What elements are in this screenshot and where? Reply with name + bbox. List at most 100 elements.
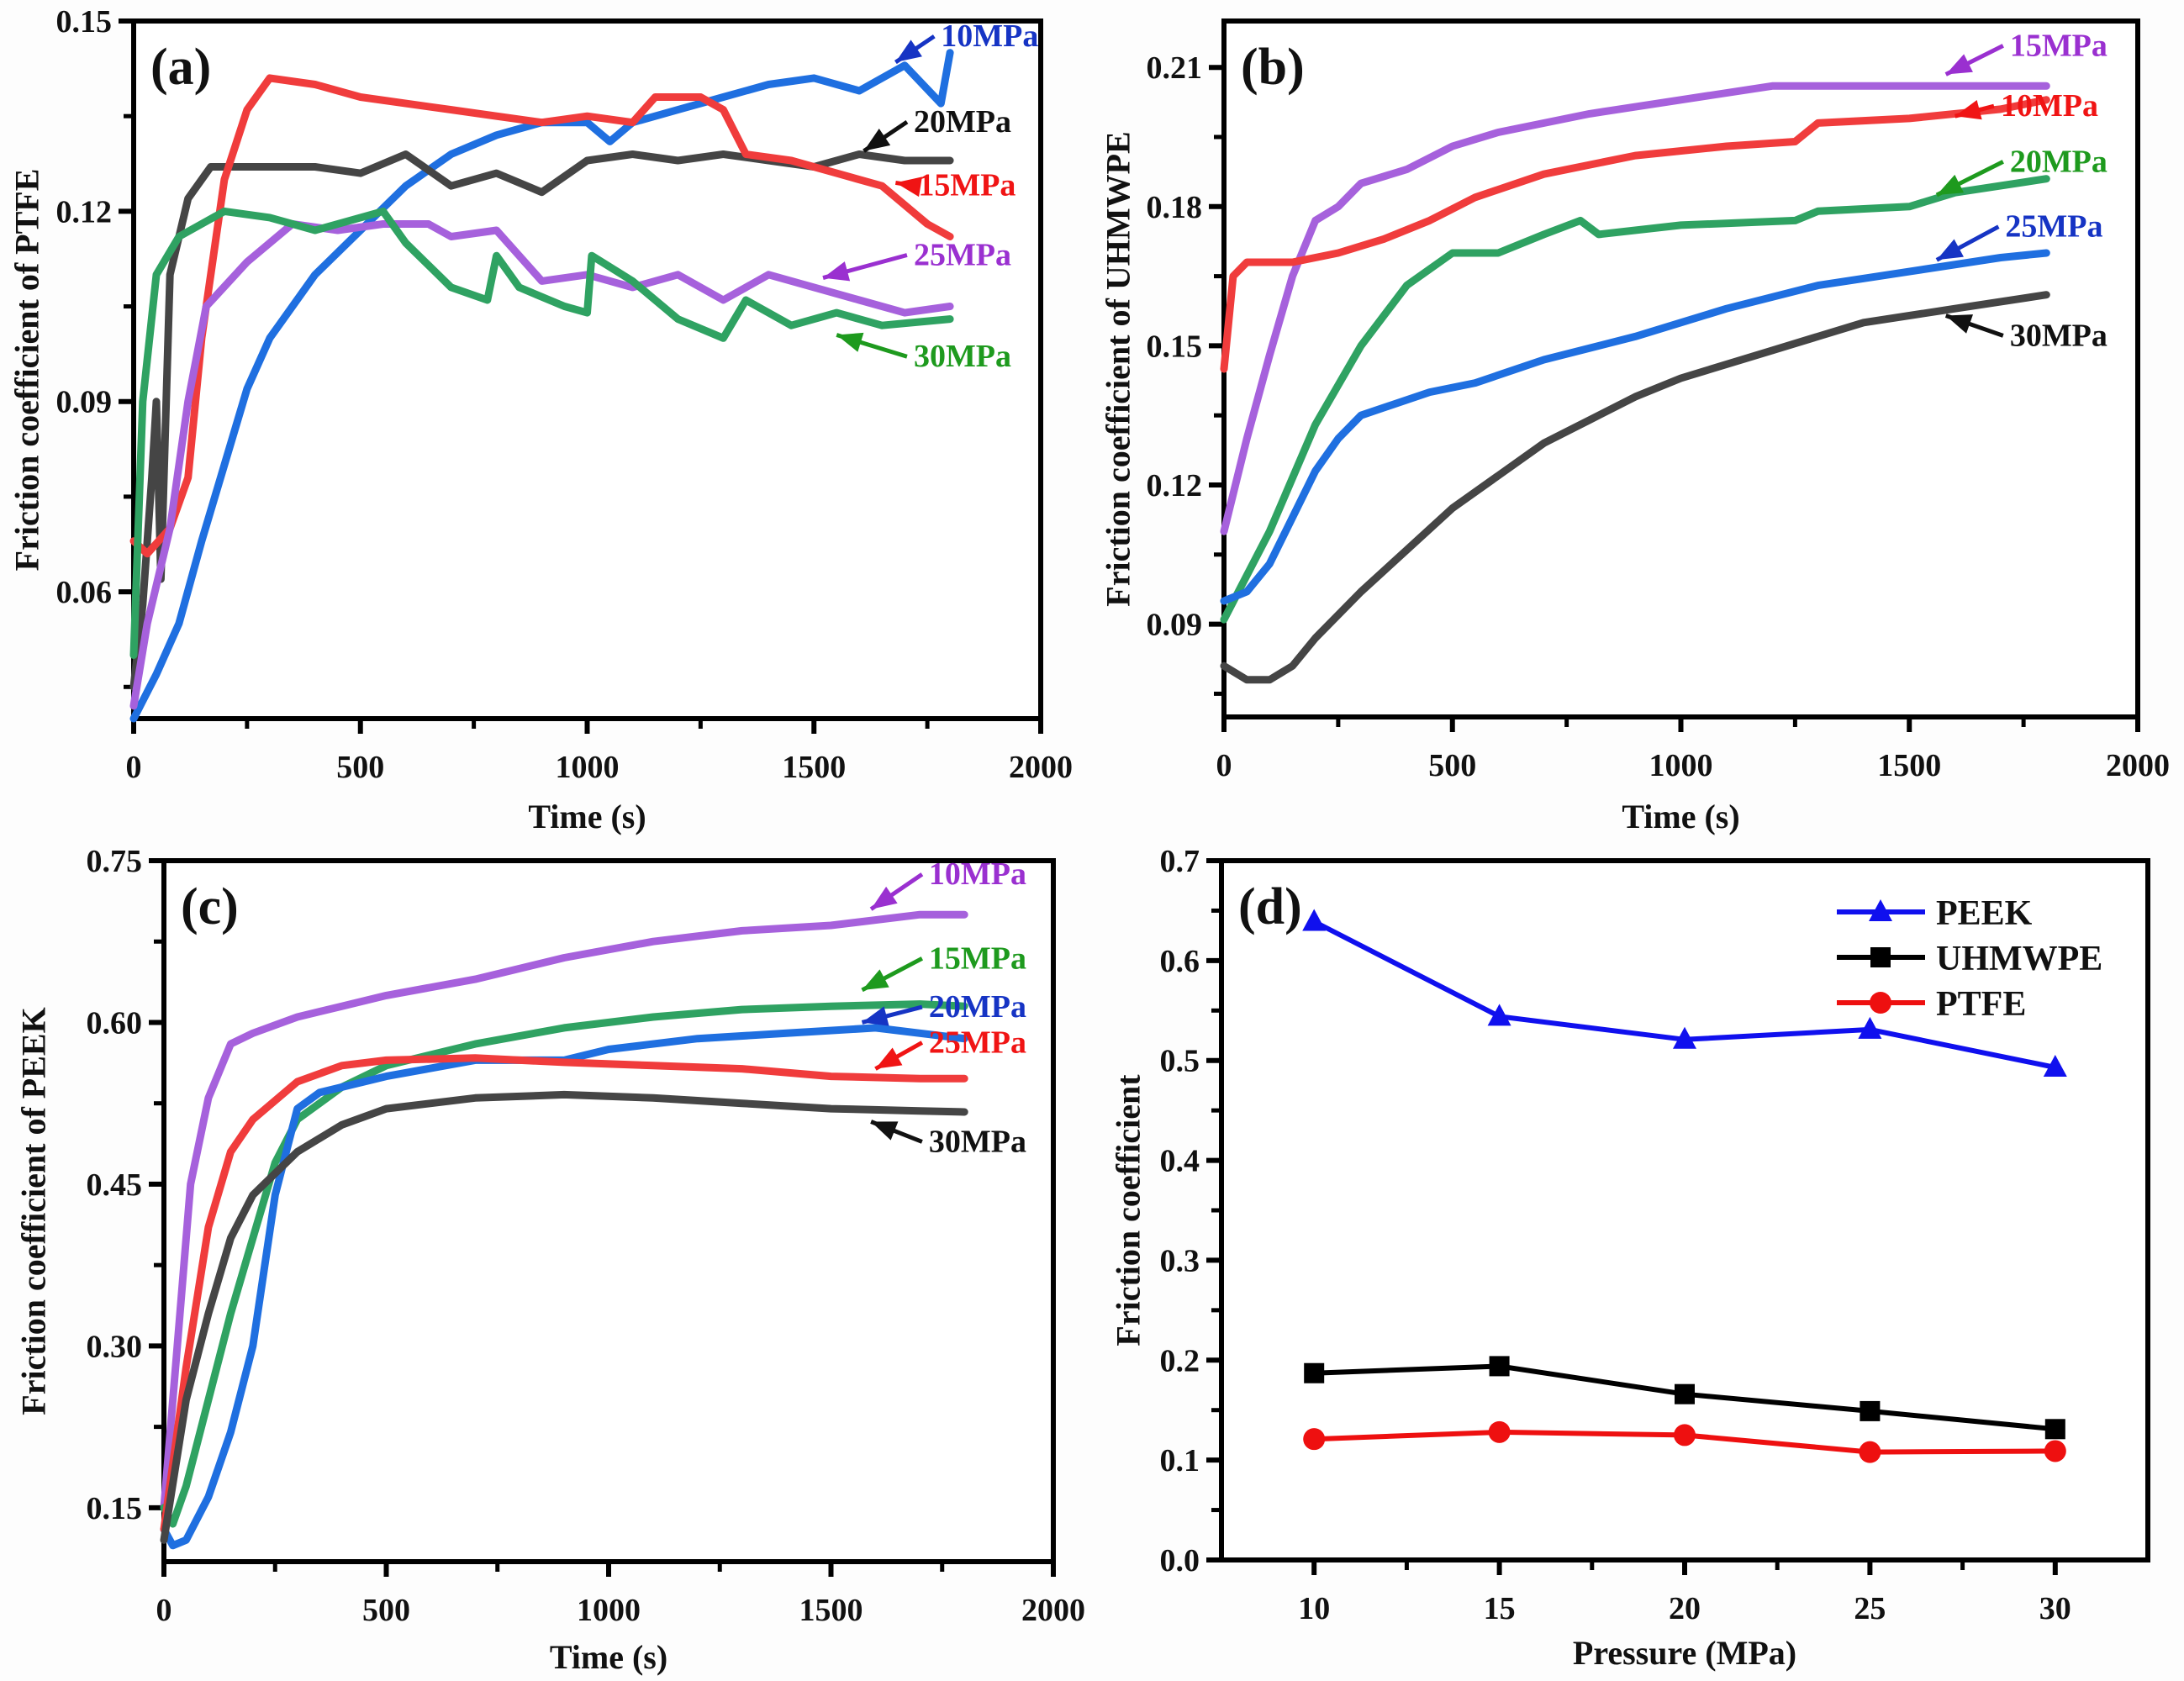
series-line-30mpa <box>129 207 954 659</box>
series-line-10mpa <box>160 910 968 1512</box>
annotation-arrowhead <box>1945 54 1973 75</box>
panel-d-pressure-summary: 10 15 20 25 30 0.0 0.1 0.2 0.3 0.4 0.5 0.6 0.7 Pressu… <box>1110 844 2150 1672</box>
data-point-peek <box>1302 909 1327 931</box>
y-tick-label: 0.09 <box>1147 608 1203 643</box>
annotation-arrowhead <box>1936 174 1965 195</box>
series-line-30mpa <box>1220 291 2050 684</box>
legend-marker <box>1870 947 1891 967</box>
x-axis-title: Time (s) <box>1622 798 1739 835</box>
plot-frame <box>161 858 1056 1564</box>
y-tick-label: 0.4 <box>1160 1144 1200 1179</box>
x-tick-label: 2000 <box>2106 748 2170 783</box>
y-axis-title: Friction coefficient of PTFE <box>8 169 46 572</box>
annotation-label: 15MPa <box>918 168 1016 203</box>
annotation-arrowhead <box>1945 314 1974 334</box>
plot-frame <box>131 18 1043 721</box>
series-line-10mpa <box>129 49 954 723</box>
annotation-arrowhead <box>863 128 891 151</box>
x-tick-label: 1500 <box>799 1593 863 1628</box>
x-axis-title: Time (s) <box>550 1638 667 1676</box>
panel-a-ptfe-time: 0 500 1000 1500 2000 0.06 0.09 0.12 0.15 Time (s)… <box>8 4 1074 835</box>
series-line-10mpa <box>1220 96 2050 373</box>
y-tick-label: 0.09 <box>56 385 113 420</box>
y-axis-title: Friction coefficient of UHMWPE <box>1100 131 1137 606</box>
data-point-ptfe <box>1488 1420 1511 1443</box>
series-line-30mpa <box>160 1090 968 1544</box>
x-tick-label: 25 <box>1854 1591 1886 1626</box>
x-tick-label: 0 <box>126 750 142 785</box>
x-tick-label: 2000 <box>1009 750 1073 785</box>
data-point-uhmwpe <box>1675 1383 1695 1404</box>
series-line-20mpa <box>1220 175 2050 624</box>
data-point-peek <box>2043 1055 2067 1078</box>
series-line-25mpa <box>1220 249 2050 605</box>
legend-label: PEEK <box>1936 894 2033 933</box>
y-axis-title: Friction coefficient <box>1110 1074 1147 1346</box>
legend-marker <box>1870 992 1891 1014</box>
annotation-label: 25MPa <box>929 1025 1026 1060</box>
annotation-label: 30MPa <box>914 339 1011 374</box>
series-line-25mpa <box>160 1054 968 1533</box>
data-point-ptfe <box>2044 1440 2066 1462</box>
annotation-label: 10MPa <box>929 856 1026 892</box>
x-tick-label: 1000 <box>1649 748 1713 783</box>
y-tick-label: 0.06 <box>56 575 113 610</box>
annotation-label: 20MPa <box>929 989 1026 1025</box>
y-tick-label: 0.6 <box>1160 944 1200 979</box>
annotation-label: 30MPa <box>929 1124 1026 1159</box>
data-point-ptfe <box>1303 1428 1326 1451</box>
x-tick-label: 1000 <box>577 1593 641 1628</box>
x-tick-label: 20 <box>1669 1591 1701 1626</box>
panel-b-uhmwpe-time: 0 500 1000 1500 2000 0.09 0.12 0.15 0.18 0.21 Time… <box>1100 18 2170 835</box>
panel-c-peek-time: 0 500 1000 1500 2000 0.15 0.30 0.45 0.60 0.75 Time… <box>15 844 1086 1676</box>
y-tick-label: 0.3 <box>1160 1243 1200 1278</box>
x-tick-label: 500 <box>336 750 384 785</box>
y-tick-label: 0.21 <box>1147 50 1203 86</box>
x-tick-label: 15 <box>1484 1591 1516 1626</box>
annotation-arrowhead <box>871 886 898 909</box>
data-point-ptfe <box>1859 1441 1881 1463</box>
x-tick-label: 500 <box>1428 748 1476 783</box>
data-point-peek <box>1858 1016 1882 1039</box>
x-axis-title: Time (s) <box>528 798 646 835</box>
x-tick-label: 1500 <box>782 750 846 785</box>
series-line-15mpa <box>1220 82 2050 535</box>
annotation-label: 30MPa <box>2010 318 2108 353</box>
annotation-arrowhead <box>895 40 922 63</box>
x-tick-label: 2000 <box>1021 1593 1085 1628</box>
annotation-label: 20MPa <box>914 104 1011 140</box>
annotation-arrowhead <box>862 969 889 990</box>
data-point-peek <box>1487 1004 1511 1026</box>
x-tick-label: 1000 <box>556 750 620 785</box>
y-tick-label: 0.15 <box>56 4 113 40</box>
x-axis-title: Pressure (MPa) <box>1573 1634 1796 1672</box>
y-tick-label: 0.7 <box>1160 844 1200 879</box>
y-tick-label: 0.60 <box>87 1005 143 1041</box>
x-tick-label: 1500 <box>1877 748 1941 783</box>
y-tick-label: 0.2 <box>1160 1343 1200 1378</box>
annotation-label: 15MPa <box>929 941 1026 976</box>
x-tick-label: 500 <box>362 1593 410 1628</box>
panel-label: (d) <box>1238 878 1302 935</box>
y-tick-label: 0.75 <box>87 844 143 879</box>
x-tick-label: 0 <box>156 1593 172 1628</box>
annotation-label: 15MPa <box>2010 28 2108 63</box>
annotation-label: 25MPa <box>2005 209 2102 245</box>
x-tick-label: 30 <box>2039 1591 2071 1626</box>
annotation-label: 25MPa <box>914 238 1011 273</box>
annotation-label: 10MPa <box>2001 88 2098 124</box>
annotation-arrowhead <box>871 1121 899 1141</box>
y-tick-label: 0.15 <box>1147 329 1203 364</box>
y-tick-label: 0.5 <box>1160 1044 1200 1079</box>
annotation-arrowhead <box>875 1047 903 1069</box>
legend-label: UHMWPE <box>1936 940 2102 978</box>
annotation-label: 20MPa <box>2010 144 2108 179</box>
legend-label: PTFE <box>1936 985 2026 1024</box>
annotation-arrowhead <box>823 261 851 282</box>
y-axis-title: Friction coefficient of PEEK <box>15 1007 53 1415</box>
data-point-ptfe <box>1674 1424 1696 1447</box>
panel-label: (b) <box>1241 39 1305 96</box>
data-point-peek <box>1673 1026 1696 1049</box>
y-tick-label: 0.30 <box>87 1329 143 1364</box>
